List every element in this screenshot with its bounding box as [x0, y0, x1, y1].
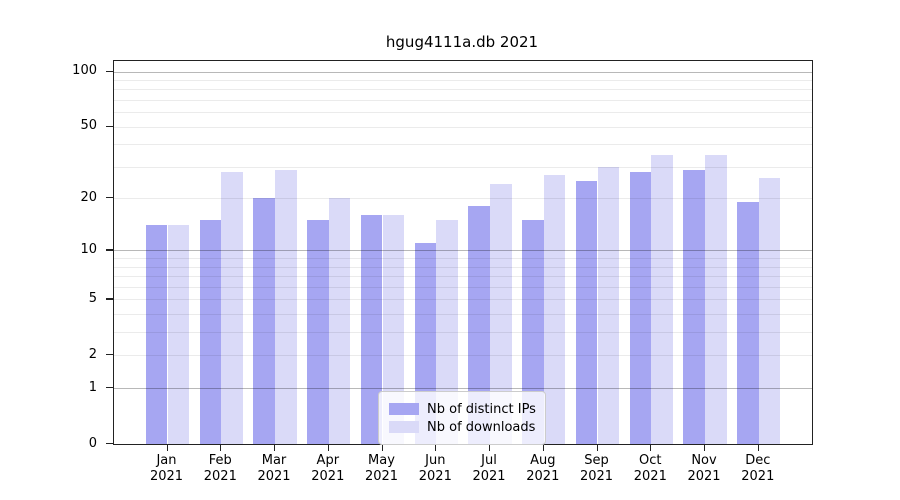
legend-swatch-downloads: [389, 421, 419, 433]
x-tick-label: Mar 2021: [257, 453, 291, 484]
gridline-minor: [114, 99, 812, 101]
x-tick-mark: [435, 444, 437, 451]
legend-swatch-distinct-ips: [389, 403, 419, 415]
bar-downloads: [167, 225, 190, 444]
x-tick-mark: [327, 444, 329, 451]
y-tick-mark: [106, 443, 113, 445]
bar-downloads: [436, 220, 458, 444]
y-tick-mark: [106, 354, 113, 356]
y-tick-label: 50: [80, 118, 97, 134]
chart-title: hgug4111a.db 2021: [385, 33, 539, 51]
legend-row-downloads: Nb of downloads: [389, 419, 535, 435]
gridline-minor: [114, 89, 812, 91]
x-tick-mark: [274, 444, 276, 451]
x-tick-label: Sep 2021: [579, 453, 614, 484]
x-tick-mark: [489, 444, 491, 451]
bar-downloads: [382, 215, 405, 444]
y-tick-mark: [106, 125, 113, 127]
gridline-minor: [114, 266, 812, 268]
gridline-minor: [114, 355, 812, 357]
x-tick-mark: [650, 444, 652, 451]
gridline-minor: [114, 144, 812, 146]
x-tick-label: Apr 2021: [311, 453, 345, 484]
bar-downloads: [758, 178, 781, 444]
x-tick-label: Nov 2021: [687, 453, 721, 484]
y-tick-mark: [106, 70, 113, 72]
bar-downloads: [705, 154, 727, 444]
x-tick-mark: [220, 444, 222, 451]
x-tick-label: May 2021: [364, 453, 399, 484]
x-tick-mark: [542, 444, 544, 451]
x-tick-label: Aug 2021: [526, 453, 560, 484]
y-axis: 100 50 20 10 5 2 1 0: [0, 60, 113, 451]
bar-downloads: [275, 169, 297, 444]
bar-distinct-ips: [199, 220, 222, 444]
x-tick-mark: [704, 444, 706, 451]
legend-row-distinct-ips: Nb of distinct IPs: [389, 401, 536, 417]
gridline-minor: [114, 299, 812, 301]
x-tick-mark: [596, 444, 598, 451]
gridline-minor: [114, 276, 812, 278]
x-tick-label: Jan 2021: [149, 453, 184, 484]
gridline-minor: [114, 126, 812, 128]
bar-distinct-ips: [307, 220, 329, 444]
bar-downloads: [490, 184, 512, 444]
bar-distinct-ips: [253, 198, 275, 444]
legend-label-distinct-ips: Nb of distinct IPs: [427, 401, 536, 417]
y-tick-mark: [106, 387, 113, 389]
gridline-minor: [114, 166, 812, 168]
bar-distinct-ips: [683, 169, 705, 444]
bar-downloads: [543, 175, 566, 444]
y-tick-mark: [106, 197, 113, 199]
bar-distinct-ips: [629, 172, 652, 444]
gridline-major: [114, 388, 812, 390]
x-tick-label: Jun 2021: [418, 453, 452, 484]
bar-distinct-ips: [360, 215, 383, 444]
gridline-minor: [114, 79, 812, 81]
bar-distinct-ips: [522, 220, 544, 444]
gridline-minor: [114, 314, 812, 316]
gridline-major: [114, 250, 812, 252]
gridline-minor: [114, 332, 812, 334]
bar-downloads: [328, 198, 351, 444]
y-tick-label: 100: [72, 63, 97, 78]
legend: Nb of distinct IPs Nb of downloads: [378, 391, 546, 445]
x-tick-label: Feb 2021: [203, 453, 237, 484]
bar-downloads: [597, 166, 620, 444]
y-tick-label: 2: [88, 346, 97, 362]
legend-label-downloads: Nb of downloads: [427, 419, 536, 435]
y-tick-label: 0: [88, 435, 97, 451]
x-tick-label: Oct 2021: [633, 453, 667, 484]
y-tick-mark: [106, 249, 113, 251]
bar-distinct-ips: [737, 202, 759, 444]
bar-distinct-ips: [468, 206, 490, 444]
plot-area: [113, 60, 813, 445]
y-tick-label: 10: [80, 241, 97, 257]
bar-downloads: [651, 154, 673, 444]
gridline-minor: [114, 112, 812, 114]
gridline-major: [114, 71, 812, 73]
y-tick-label: 5: [88, 290, 97, 306]
gridline-minor: [114, 258, 812, 260]
bar-distinct-ips: [575, 181, 598, 444]
bar-distinct-ips: [145, 225, 168, 444]
y-tick-label: 1: [88, 379, 97, 395]
y-tick-label: 20: [80, 189, 97, 205]
x-tick-label: Jul 2021: [472, 453, 506, 484]
x-tick-mark: [166, 444, 168, 451]
x-tick-mark: [757, 444, 759, 451]
gridline-minor: [114, 198, 812, 200]
bar-downloads: [221, 172, 243, 444]
x-tick-mark: [381, 444, 383, 451]
gridline-minor: [114, 286, 812, 288]
y-tick-mark: [106, 298, 113, 300]
x-tick-label: Dec 2021: [741, 453, 775, 484]
